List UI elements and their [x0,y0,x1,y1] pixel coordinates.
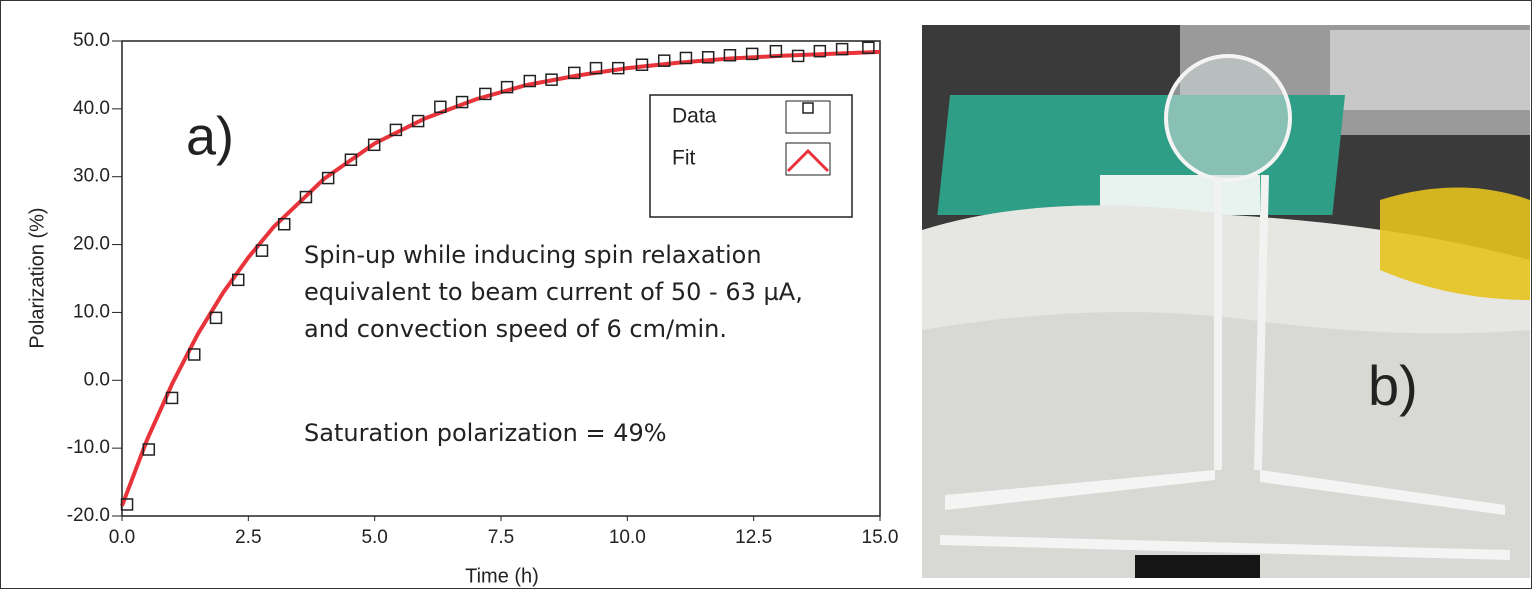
annotation: Saturation polarization = 49% [304,419,667,447]
data-point [679,51,693,65]
data-point [862,41,875,55]
y-tick-label: 20.0 [73,234,110,255]
data-point [611,61,625,75]
data-point [120,498,134,511]
data-point [367,138,381,152]
photo [922,25,1530,578]
y-tick-label: 10.0 [73,301,110,322]
data-point [523,74,537,88]
data-point [209,311,223,325]
annotation: and convection speed of 6 cm/min. [304,315,727,343]
x-tick-label: 0.0 [109,527,135,548]
data-point [188,348,201,361]
x-tick-label: 7.5 [488,527,514,548]
panel-label: a) [186,106,234,166]
data-point [299,190,313,204]
data-point [657,54,671,67]
fit-line [120,49,881,507]
data-point [835,42,849,56]
data-point [568,66,581,80]
annotation: Spin-up while inducing spin relaxation [304,241,762,269]
data-point [813,44,827,58]
annotation: equivalent to beam current of 50 - 63 µA… [304,278,803,306]
legend-swatch-box [785,100,831,134]
data-point [589,61,603,75]
y-tick-label: 0.0 [84,369,110,390]
data-point [231,273,245,287]
data-point [545,73,558,86]
data-point [411,114,425,128]
legend-swatch [786,148,830,173]
x-tick-label: 15.0 [862,527,899,548]
y-tick-label: 50.0 [73,30,110,51]
data-point [142,443,156,456]
legend-swatch [802,102,814,114]
data-point [255,244,269,257]
x-tick-label: 12.5 [735,527,772,548]
y-tick-label: 40.0 [73,98,110,119]
data-point [344,153,358,166]
data-point [500,80,514,94]
x-tick-label: 2.5 [235,527,261,548]
data-point [277,217,291,231]
legend [649,94,853,218]
data-point [635,58,649,71]
data-point [165,391,179,405]
y-tick-label: 30.0 [73,166,110,187]
legend-label: Data [672,105,717,128]
data-point [321,171,335,185]
data-point [701,51,715,64]
legend-swatch-box [785,142,831,176]
y-axis-label: Polarization (%) [26,207,48,348]
x-tick-label: 5.0 [361,527,387,548]
data-point [791,49,805,63]
x-tick-label: 10.0 [609,527,646,548]
legend-label: Fit [672,147,695,170]
data-point [434,100,447,114]
data-point [479,87,492,101]
data-point [769,44,783,58]
y-tick-label: -20.0 [67,505,110,526]
data-point [389,123,403,137]
panel-label: b) [1368,354,1418,417]
x-axis-label: Time (h) [465,565,539,587]
data-point [455,95,469,109]
data-point [723,49,737,62]
data-point [745,47,759,61]
y-tick-label: -10.0 [67,437,110,458]
